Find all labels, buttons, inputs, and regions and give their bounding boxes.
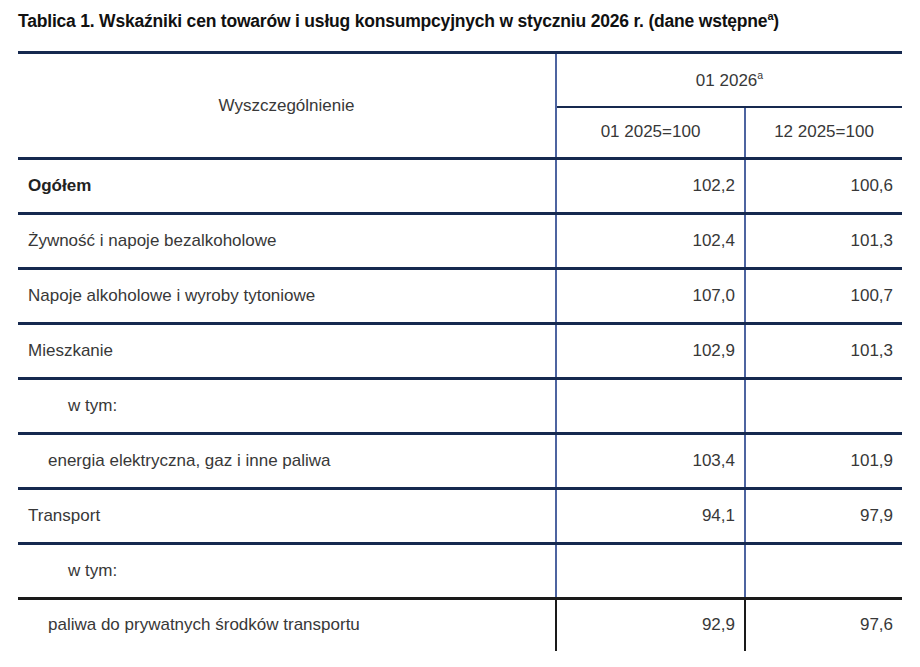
row-value-mom: 97,9	[745, 489, 902, 544]
row-value-mom	[745, 379, 902, 434]
table-row: energia elektryczna, gaz i inne paliwa 1…	[18, 434, 902, 489]
row-value-mom: 100,7	[745, 269, 902, 324]
row-value-yoy: 92,9	[556, 599, 745, 651]
table-title: Tablica 1. Wskaźniki cen towarów i usług…	[18, 10, 908, 32]
table-row: paliwa do prywatnych środków transportu …	[18, 599, 902, 651]
report-page: Tablica 1. Wskaźniki cen towarów i usług…	[0, 0, 920, 667]
row-value-yoy: 102,4	[556, 214, 745, 269]
row-label: Ogółem	[18, 159, 556, 214]
header-period-group: 01 2026a	[556, 53, 902, 107]
table-row: Napoje alkoholowe i wyroby tytoniowe 107…	[18, 269, 902, 324]
table-title-text: Tablica 1. Wskaźniki cen towarów i usług…	[18, 11, 767, 31]
table-row: Transport 94,1 97,9	[18, 489, 902, 544]
table-row: w tym:	[18, 544, 902, 599]
row-label: w tym:	[18, 544, 556, 599]
row-value-mom: 101,9	[745, 434, 902, 489]
row-value-mom: 101,3	[745, 214, 902, 269]
row-label: energia elektryczna, gaz i inne paliwa	[18, 434, 556, 489]
table-row: Żywność i napoje bezalkoholowe 102,4 101…	[18, 214, 902, 269]
table-header: Wyszczególnienie 01 2026a 01 2025=100 12…	[18, 53, 902, 159]
header-base-prev-year: 01 2025=100	[556, 107, 745, 159]
table-row: Ogółem 102,2 100,6	[18, 159, 902, 214]
header-base-prev-month: 12 2025=100	[745, 107, 902, 159]
row-label: Transport	[18, 489, 556, 544]
row-value-mom: 101,3	[745, 324, 902, 379]
row-value-yoy: 103,4	[556, 434, 745, 489]
row-label: Mieszkanie	[18, 324, 556, 379]
row-value-yoy: 102,2	[556, 159, 745, 214]
row-value-yoy: 94,1	[556, 489, 745, 544]
row-value-yoy	[556, 379, 745, 434]
row-label: Żywność i napoje bezalkoholowe	[18, 214, 556, 269]
table-row: Mieszkanie 102,9 101,3	[18, 324, 902, 379]
row-value-yoy: 102,9	[556, 324, 745, 379]
header-period-text: 01 2026	[696, 71, 757, 90]
row-value-mom: 97,6	[745, 599, 902, 651]
row-value-mom	[745, 544, 902, 599]
row-label: paliwa do prywatnych środków transportu	[18, 599, 556, 651]
row-label: Napoje alkoholowe i wyroby tytoniowe	[18, 269, 556, 324]
row-label: w tym:	[18, 379, 556, 434]
header-period-footnote-marker: a	[757, 69, 763, 81]
row-value-yoy: 107,0	[556, 269, 745, 324]
row-value-mom: 100,6	[745, 159, 902, 214]
row-value-yoy	[556, 544, 745, 599]
table-title-suffix: )	[773, 11, 779, 31]
header-specification: Wyszczególnienie	[18, 53, 556, 159]
table-row: w tym:	[18, 379, 902, 434]
price-index-table: Wyszczególnienie 01 2026a 01 2025=100 12…	[18, 51, 902, 651]
table-body: Ogółem 102,2 100,6 Żywność i napoje beza…	[18, 159, 902, 651]
